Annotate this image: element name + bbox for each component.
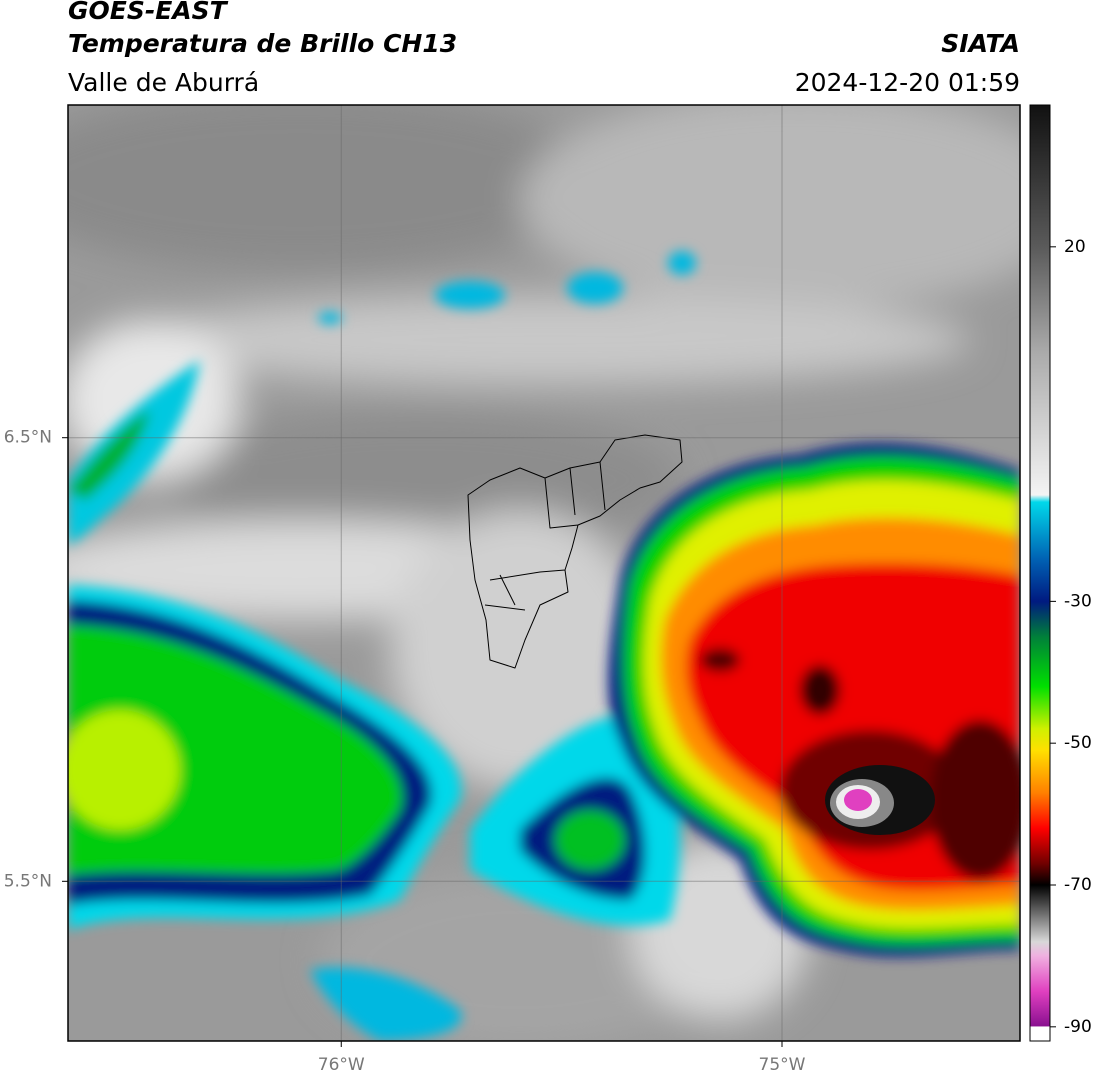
subtitle: Temperatura de Brillo CH13 [68,29,457,58]
source: SIATA [941,29,1020,58]
map-frame [67,104,1021,1042]
lon-tick-label: 76°W [318,1055,365,1075]
colorbar-tick-label: -90 [1064,1017,1092,1037]
satellite-image [68,105,1020,1041]
lon-tick-label: 75°W [759,1055,806,1075]
colorbar-tick-label: -50 [1064,733,1092,753]
timestamp: 2024-12-20 01:59 [795,68,1020,97]
graticule [68,105,1020,1041]
title: GOES-EAST [68,0,229,25]
region: Valle de Aburrá [68,68,259,97]
lat-tick-label: 6.5°N [4,428,52,448]
colorbar-tick-label: 20 [1064,237,1086,257]
colorbar-tick-label: -70 [1064,875,1092,895]
colorbar [1029,104,1051,1042]
lat-tick-label: 5.5°N [4,871,52,891]
colorbar-tick-label: -30 [1064,591,1092,611]
